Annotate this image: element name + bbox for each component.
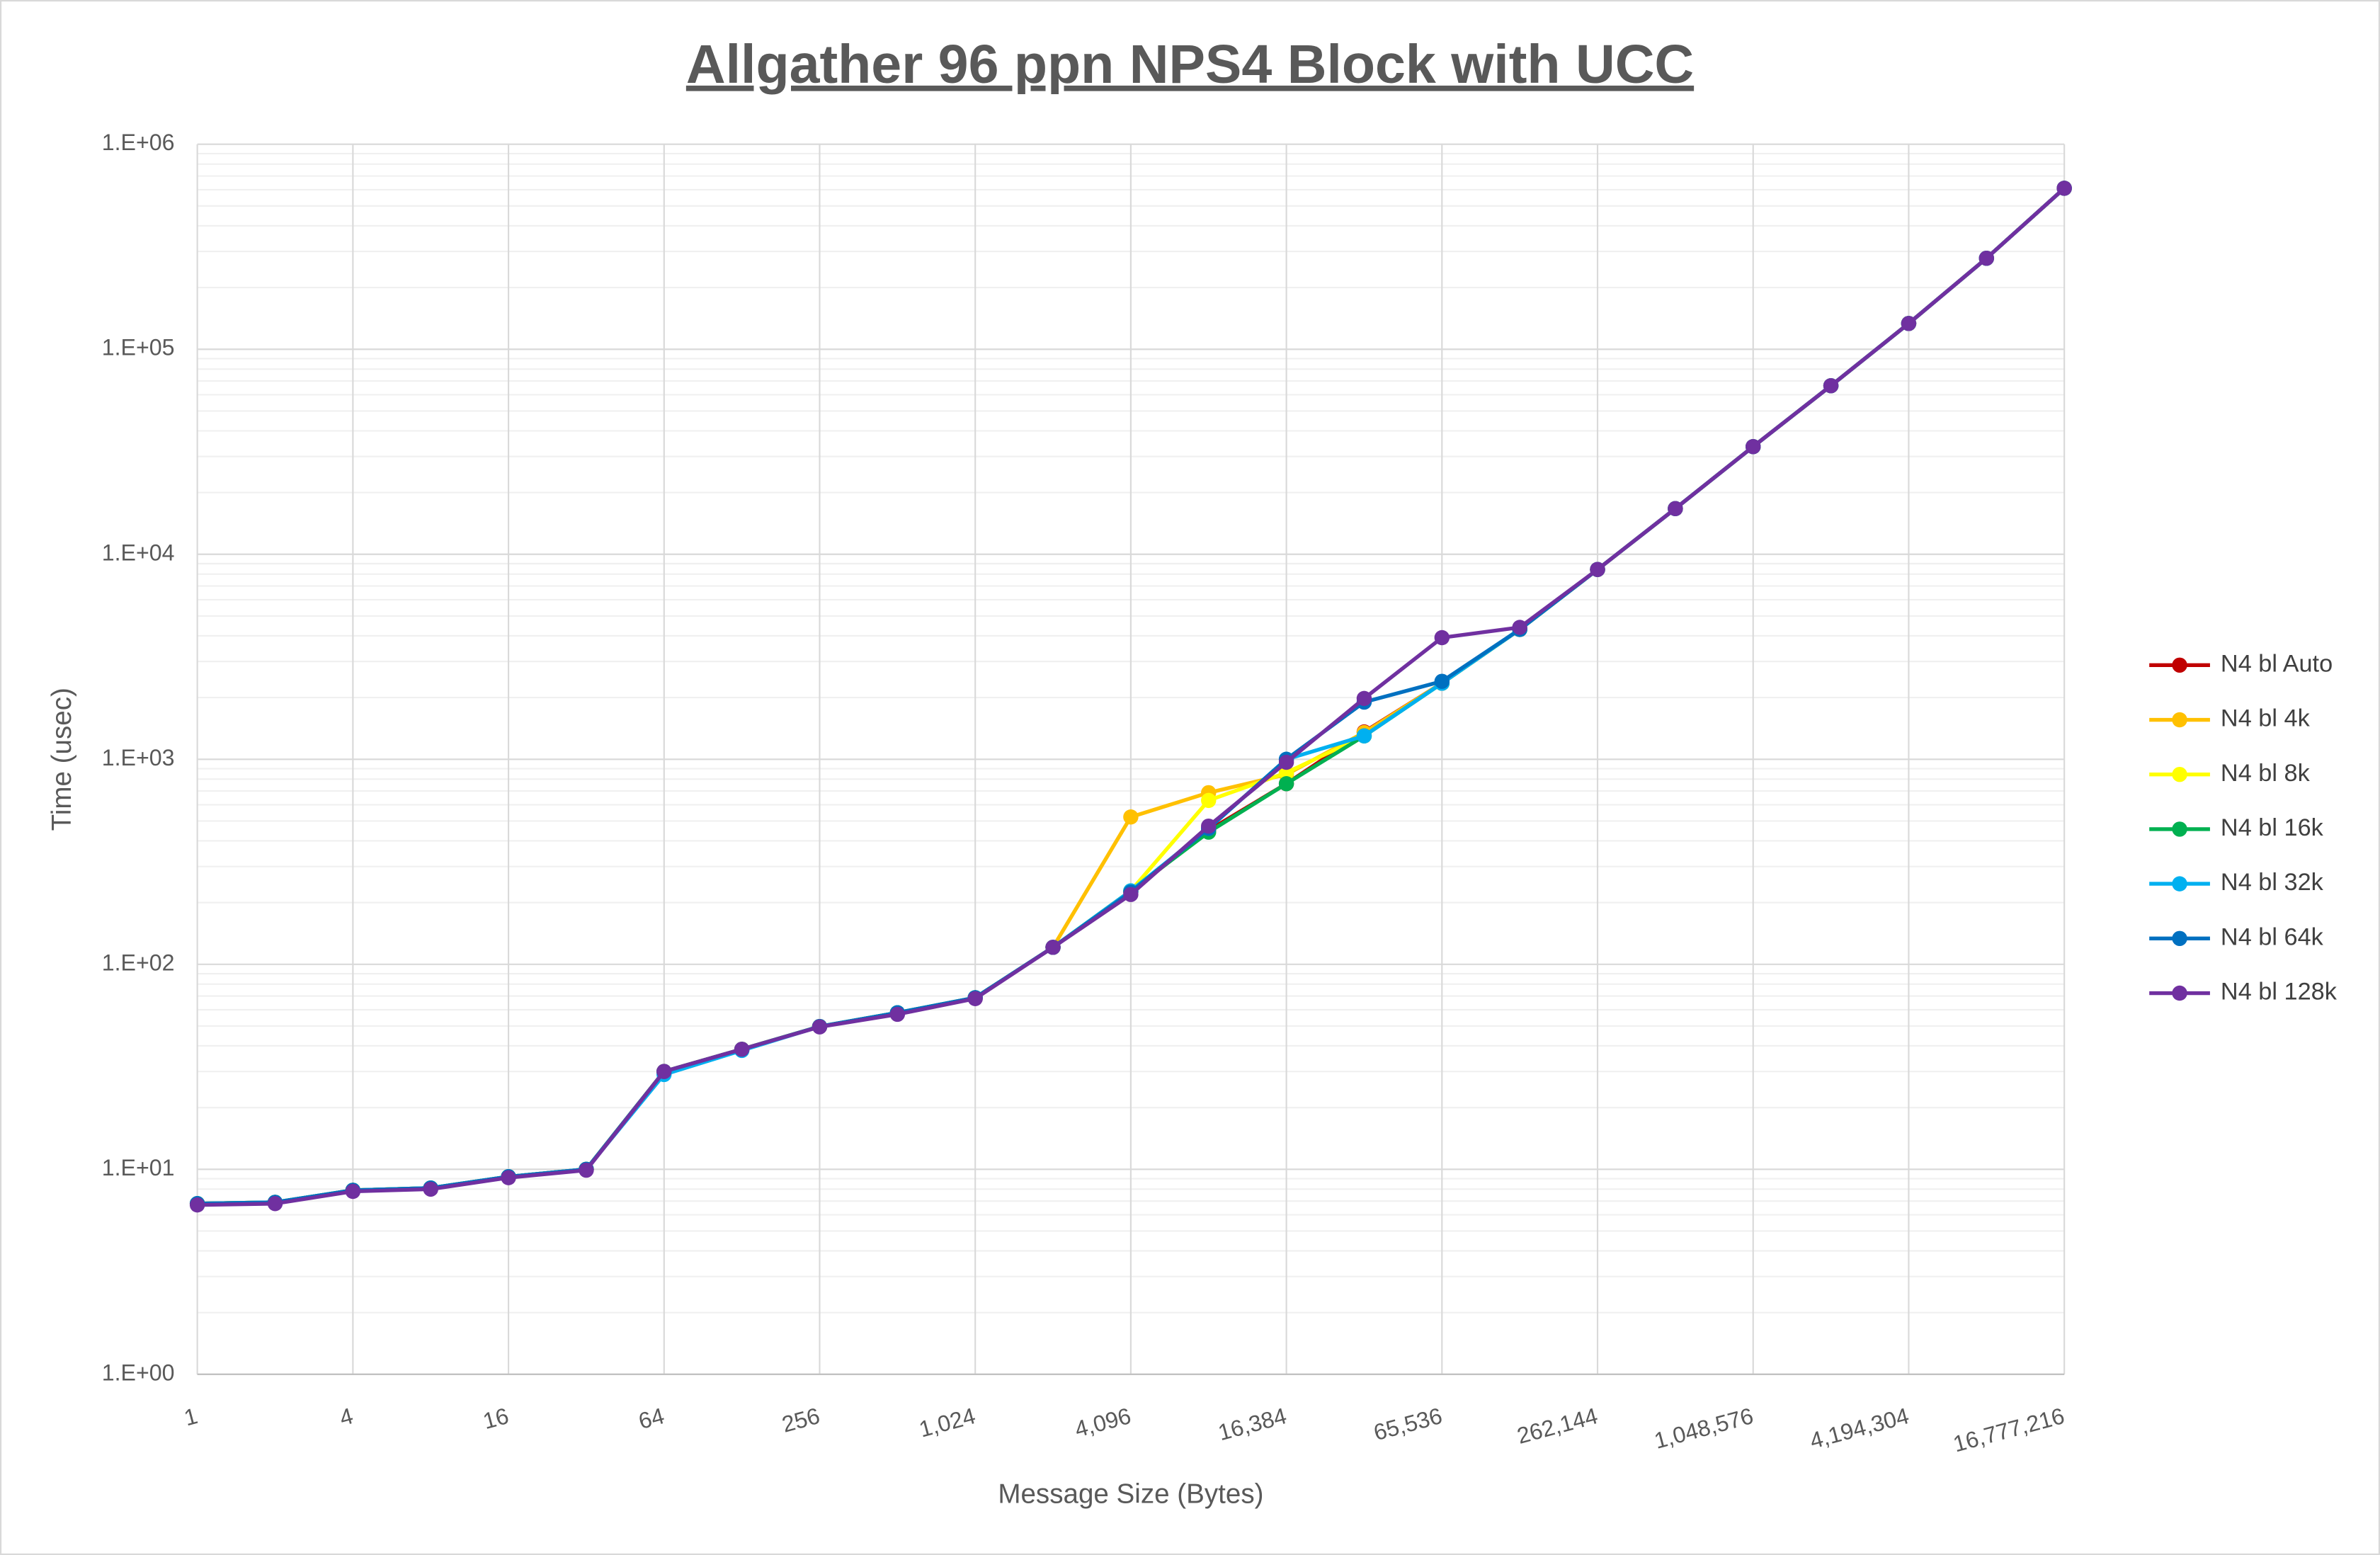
data-point [1901,316,1917,331]
y-tick-label: 1.E+05 [102,335,175,360]
legend-label: N4 bl 4k [2221,705,2311,732]
data-point [1356,728,1372,744]
x-tick-label: 16 [480,1403,511,1434]
data-point [1512,620,1527,635]
data-point [1434,673,1450,689]
data-point [2056,181,2072,196]
data-point [1278,765,1294,780]
data-point [423,1181,438,1197]
x-axis-title: Message Size (Bytes) [998,1479,1263,1510]
y-tick-label: 1.E+03 [102,745,175,770]
data-point [267,1196,283,1212]
legend-label: N4 bl Auto [2221,650,2333,677]
data-point [1823,378,1839,394]
data-point [1201,792,1217,809]
legend-label: N4 bl 8k [2221,760,2311,787]
y-tick-label: 1.E+02 [102,950,175,975]
legend-label: N4 bl 16k [2221,814,2324,841]
data-point [1278,754,1294,770]
y-axis-title: Time (usec) [47,688,77,831]
data-point [1668,501,1683,516]
legend-marker [2172,766,2187,782]
y-tick-label: 1.E+06 [102,130,175,155]
data-point [734,1042,750,1057]
data-point [1356,690,1372,707]
chart-title: Allgather 96 ppn NPS4 Block with UCC [686,34,1694,95]
data-point [1978,250,1995,266]
data-point [189,1197,205,1213]
y-tick-label: 1.E+04 [102,540,175,565]
data-point [967,991,983,1006]
y-tick-label: 1.E+01 [102,1155,175,1180]
data-point [1123,809,1139,825]
data-point [1278,776,1294,792]
data-point [1434,630,1450,646]
y-tick-label: 1.E+00 [102,1360,175,1385]
legend-marker [2172,821,2187,837]
legend-marker [2172,985,2187,1001]
x-tick-label: 64 [636,1403,667,1434]
legend-marker [2172,930,2187,947]
legend-marker [2172,657,2187,673]
legend-marker [2172,712,2187,728]
legend-label: N4 bl 32k [2221,869,2324,896]
data-point [1123,887,1139,902]
legend-label: N4 bl 64k [2221,923,2324,950]
data-point [1746,439,1761,455]
data-point [656,1064,672,1079]
data-point [889,1006,906,1023]
data-point [579,1162,594,1178]
data-point [1590,562,1605,577]
data-point [345,1183,361,1200]
data-point [501,1170,516,1185]
legend-marker [2172,876,2187,892]
data-point [812,1019,828,1035]
legend-label: N4 bl 128k [2221,979,2338,1006]
data-point [1201,818,1217,834]
data-point [1045,940,1061,955]
